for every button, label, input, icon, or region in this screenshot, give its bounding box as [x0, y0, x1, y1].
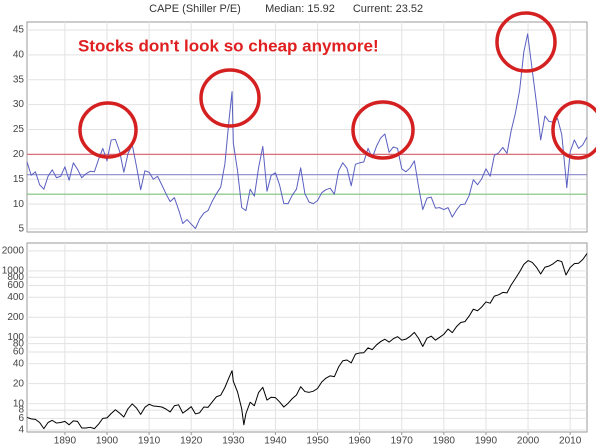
y-tick-label: 200 [7, 312, 24, 323]
x-tick-label: 1980 [433, 436, 456, 447]
highlight-circle [495, 11, 557, 73]
y-tick-label: 2000 [2, 245, 25, 256]
y-tick-label: 400 [7, 292, 24, 303]
highlight-circle [351, 100, 415, 160]
y-tick-label: 20 [13, 378, 25, 389]
y-tick-label: 15 [13, 174, 25, 185]
x-tick-label: 1900 [96, 436, 119, 447]
data-line [26, 33, 588, 230]
y-tick-label: 25 [13, 124, 25, 135]
y-tick-label: 6 [18, 413, 24, 424]
y-tick-label: 5 [18, 224, 24, 235]
y-tick-label: 40 [13, 49, 25, 60]
y-tick-label: 30 [13, 99, 25, 110]
y-tick-label: 10 [13, 398, 25, 409]
y-tick-label: 8 [18, 405, 24, 416]
x-tick-label: 1910 [138, 436, 161, 447]
highlight-circle [199, 68, 261, 128]
x-tick-label: 1970 [391, 436, 414, 447]
highlight-circle [551, 100, 596, 160]
y-tick-label: 4 [18, 425, 24, 436]
highlight-circles [78, 11, 596, 160]
x-tick-label: 1930 [222, 436, 245, 447]
current-label: Current: 23.52 [353, 3, 423, 15]
x-tick-label: 1940 [264, 436, 287, 447]
annotation: Stocks don't look so cheap anymore! [78, 36, 379, 55]
x-tick-label: 1990 [475, 436, 498, 447]
x-tick-label: 2000 [517, 436, 540, 447]
x-tick-label: 2010 [559, 436, 582, 447]
y-tick-label: 600 [7, 280, 24, 291]
chart-title: CAPE (Shiller P/E) [149, 3, 241, 15]
y-tick-label: 80 [13, 338, 25, 349]
y-tick-label: 100 [7, 332, 24, 343]
y-tick-label: 20 [13, 149, 25, 160]
y-tick-label: 40 [13, 358, 25, 369]
y-tick-label: 45 [13, 25, 25, 36]
x-tick-label: 1890 [54, 436, 77, 447]
y-tick-label: 60 [13, 347, 25, 358]
plot-layer: 5101520253035404546810204060801002004006… [2, 22, 588, 447]
data-line [26, 253, 588, 430]
x-tick-label: 1960 [349, 436, 372, 447]
y-tick-label: 1000 [2, 265, 25, 276]
x-tick-label: 1920 [180, 436, 203, 447]
x-tick-label: 1950 [306, 436, 329, 447]
highlight-circle [78, 101, 138, 159]
y-tick-label: 10 [13, 199, 25, 210]
y-tick-label: 35 [13, 74, 25, 85]
median-label: Median: 15.92 [265, 3, 335, 15]
y-tick-label: 800 [7, 272, 24, 283]
